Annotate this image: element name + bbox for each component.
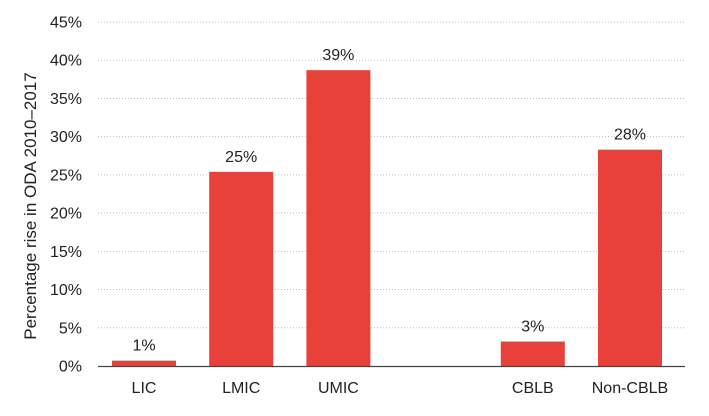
y-axis-title: Percentage rise in ODA 2010–2017 bbox=[21, 72, 40, 339]
y-tick-label: 35% bbox=[50, 91, 82, 108]
y-axis-ticks: 0% 5% 10% 15% 20% 25% 30% 35% 40% 45% bbox=[50, 15, 82, 376]
y-tick-label: 45% bbox=[50, 15, 82, 32]
bar bbox=[209, 171, 274, 366]
y-tick-label: 25% bbox=[50, 167, 82, 184]
data-label: 25% bbox=[225, 149, 257, 166]
x-category-label: Non-CBLB bbox=[592, 380, 668, 397]
gridlines bbox=[98, 21, 685, 329]
y-tick-label: 10% bbox=[50, 282, 82, 299]
x-category-label: LIC bbox=[132, 380, 157, 397]
data-labels: 1% 25% 39% 3% 28% bbox=[132, 47, 646, 354]
x-category-label: LMIC bbox=[222, 380, 260, 397]
x-axis-categories: LIC LMIC UMIC CBLB Non-CBLB bbox=[132, 380, 669, 397]
bar bbox=[306, 70, 371, 366]
y-tick-label: 40% bbox=[50, 53, 82, 70]
x-category-label: UMIC bbox=[318, 380, 359, 397]
bars bbox=[112, 70, 662, 366]
y-tick-label: 5% bbox=[59, 320, 82, 337]
data-label: 39% bbox=[322, 47, 354, 64]
data-label: 3% bbox=[521, 319, 544, 336]
data-label: 1% bbox=[132, 338, 155, 355]
bar bbox=[112, 360, 176, 366]
y-tick-label: 15% bbox=[50, 244, 82, 261]
x-category-label: CBLB bbox=[512, 380, 554, 397]
y-tick-label: 0% bbox=[59, 359, 82, 376]
y-tick-label: 30% bbox=[50, 129, 82, 146]
data-label: 28% bbox=[614, 127, 646, 144]
y-tick-label: 20% bbox=[50, 206, 82, 223]
bar bbox=[598, 149, 662, 366]
bar bbox=[500, 341, 565, 366]
